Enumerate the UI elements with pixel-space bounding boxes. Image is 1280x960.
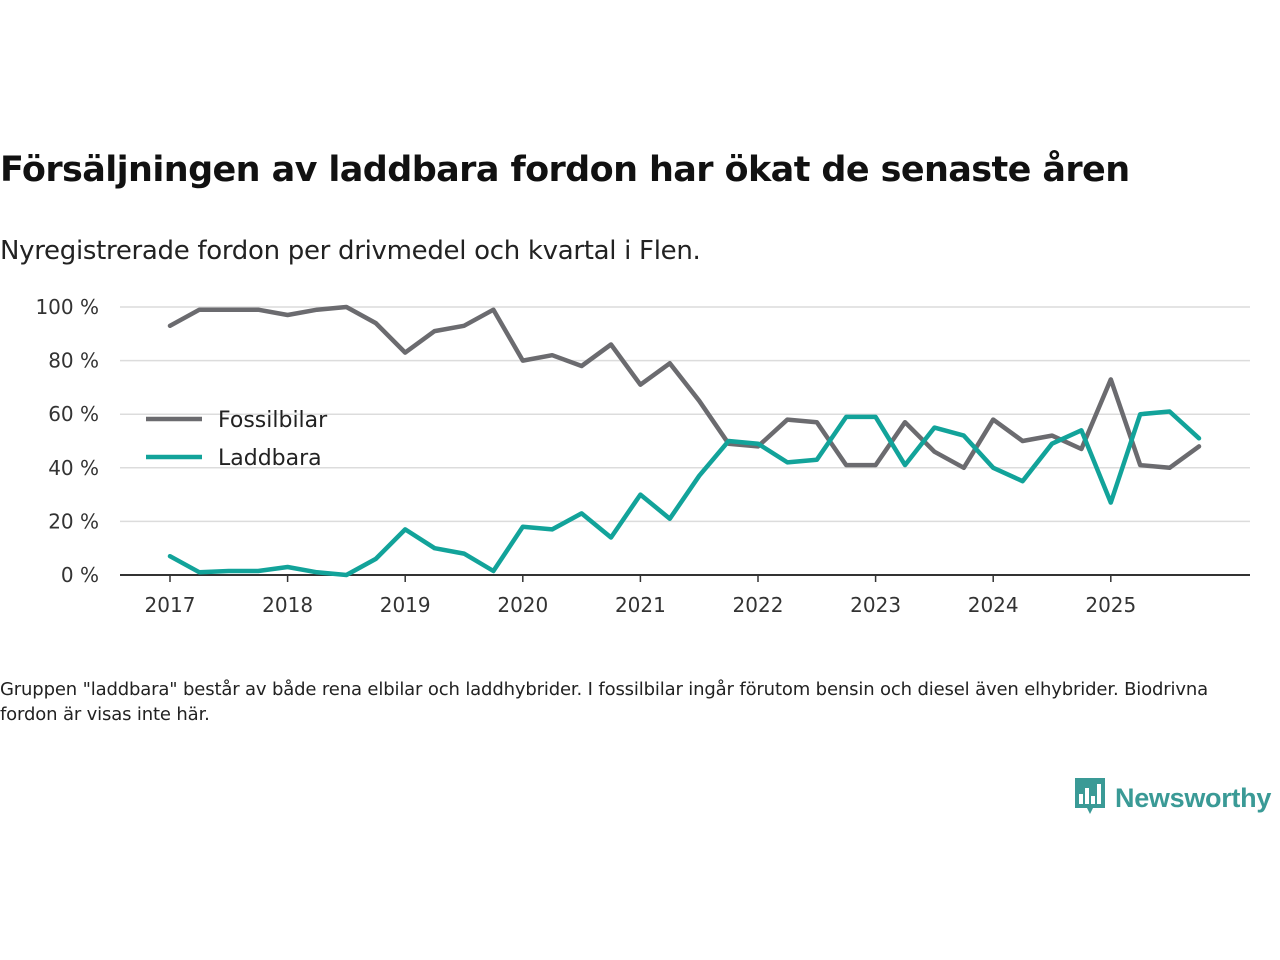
brand-name: Newsworthy: [1115, 782, 1272, 813]
x-tick-label: 2018: [262, 593, 313, 617]
chart-subtitle: Nyregistrerade fordon per drivmedel och …: [0, 236, 701, 266]
series-lines: [167, 304, 1202, 578]
x-tick-label: 2021: [615, 593, 666, 617]
x-tick-label: 2019: [380, 593, 431, 617]
y-tick-label: 100 %: [35, 295, 99, 319]
line-chart: 0 % 20 % 40 % 60 % 80 % 100 % 2017 2018 2019 202…: [35, 295, 1250, 617]
x-tick-label: 2024: [968, 593, 1019, 617]
x-axis: [120, 574, 1250, 582]
x-tick-label: 2022: [733, 593, 784, 617]
footnote: Gruppen "laddbara" består av både rena e…: [0, 679, 1209, 725]
legend: Fossilbilar Laddbara: [146, 408, 328, 471]
legend-label-fossilbilar: Fossilbilar: [218, 408, 328, 433]
y-tick-label: 80 %: [48, 349, 99, 373]
x-tick-label: 2020: [497, 593, 548, 617]
series-line-fossilbilar: [167, 304, 1202, 471]
series-line-laddbara: [167, 409, 1202, 578]
chart-title: Försäljningen av laddbara fordon har öka…: [0, 150, 1130, 190]
x-axis-tick-labels: 2017 2018 2019 2020 2021 2022 2023 2024 2025: [145, 593, 1137, 617]
gridlines: [120, 306, 1250, 523]
y-tick-label: 0 %: [61, 563, 99, 587]
x-tick-label: 2017: [145, 593, 196, 617]
legend-label-laddbara: Laddbara: [218, 446, 322, 471]
bar-chart-speech-bubble-icon: [1073, 776, 1107, 820]
y-tick-label: 60 %: [48, 402, 99, 426]
y-axis-tick-labels: 0 % 20 % 40 % 60 % 80 % 100 %: [35, 295, 99, 587]
newsworthy-logo[interactable]: Newsworthy: [1073, 776, 1271, 820]
x-tick-label: 2023: [850, 593, 901, 617]
x-tick-label: 2025: [1085, 593, 1136, 617]
y-tick-label: 40 %: [48, 456, 99, 480]
y-tick-label: 20 %: [48, 509, 99, 533]
